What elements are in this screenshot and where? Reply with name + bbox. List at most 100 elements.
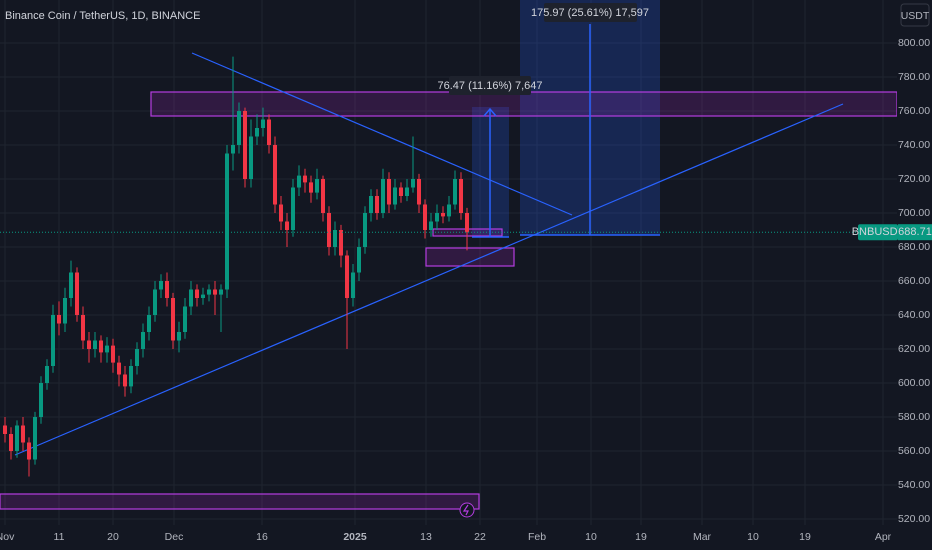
candle-body [447, 204, 451, 217]
candle-body [333, 230, 337, 247]
y-tick-label: 800.00 [898, 37, 930, 49]
y-tick-label: 760.00 [898, 105, 930, 117]
y-tick-label: 780.00 [898, 71, 930, 83]
candle-body [381, 179, 385, 213]
candle-body [69, 272, 73, 298]
candle-body [9, 434, 13, 451]
candle-body [177, 332, 181, 341]
candle-body [279, 204, 283, 222]
x-tick-label: 10 [585, 531, 597, 543]
annotation: 76.47 (11.16%) 7,647 [438, 80, 543, 92]
candle-body [243, 111, 247, 179]
y-tick-label: 620.00 [898, 343, 930, 355]
candle-body [129, 366, 133, 387]
annotation-box [544, 3, 637, 22]
candle-body [357, 247, 361, 273]
x-tick-label: 13 [420, 531, 432, 543]
y-tick-label: 640.00 [898, 309, 930, 321]
annotation: 175.97 (25.61%) 17,597 [531, 7, 649, 19]
candle-body [411, 179, 415, 188]
candle-body [453, 179, 457, 205]
y-tick-label: 680.00 [898, 241, 930, 253]
candle-body [105, 345, 109, 353]
candle-body [399, 187, 403, 196]
candle-body [351, 272, 355, 298]
candle-body [315, 179, 319, 193]
candle-body [141, 332, 145, 349]
candle-body [429, 221, 433, 230]
candle-body [117, 362, 121, 375]
x-tick-label: 19 [799, 531, 811, 543]
candle-body [207, 289, 211, 295]
candle-body [321, 179, 325, 213]
candle-body [423, 204, 427, 230]
candle-body [255, 128, 259, 137]
candle-body [33, 417, 37, 460]
y-tick-label: 720.00 [898, 173, 930, 185]
candle-body [165, 281, 169, 298]
candle-body [285, 221, 289, 230]
alert-icon[interactable] [459, 502, 475, 518]
candle-body [237, 111, 241, 145]
candle-body [393, 187, 397, 205]
chart-title: Binance Coin / TetherUS, 1D, BINANCE [5, 10, 200, 22]
y-tick-label: 600.00 [898, 377, 930, 389]
candle-body [3, 425, 7, 434]
y-tick-label: 700.00 [898, 207, 930, 219]
demand-zone [425, 247, 515, 267]
candle-body [417, 179, 421, 205]
price-axis [897, 0, 932, 550]
candle-body [291, 187, 295, 230]
candle-body [153, 289, 157, 315]
resistance-zone [150, 91, 898, 117]
candle-body [309, 182, 313, 193]
alert-icon-glyph [462, 504, 469, 516]
candle-body [261, 119, 265, 128]
y-tick-label: 580.00 [898, 411, 930, 423]
x-tick-label: Dec [165, 531, 184, 543]
annotation-box [449, 76, 531, 95]
currency-button[interactable] [900, 3, 930, 27]
candle-body [441, 213, 445, 217]
candle-body [21, 425, 25, 443]
candle-body [57, 315, 61, 324]
candle-body [387, 179, 391, 205]
candle-body [225, 153, 229, 290]
candle-body [27, 442, 31, 460]
candle-body [123, 374, 127, 387]
currency: USDT [901, 10, 930, 22]
price-tag [898, 224, 932, 241]
trend-line [191, 52, 573, 216]
candle-body [339, 230, 343, 256]
candle-body [63, 298, 67, 324]
candle-body [171, 298, 175, 341]
symbol-tag [858, 224, 898, 241]
candle-body [75, 272, 79, 315]
x-tick-label: 11 [54, 531, 65, 543]
y-tick-label: 660.00 [898, 275, 930, 287]
candle-body [303, 175, 307, 183]
price-label: 688.71 [898, 226, 932, 238]
x-tick-label: 16 [256, 531, 268, 543]
candle-body [99, 340, 103, 353]
x-tick-label: Nov [0, 531, 15, 543]
x-tick-label: 2025 [343, 531, 367, 543]
x-tick-label: Apr [875, 531, 892, 543]
candles [3, 56, 469, 477]
y-tick-label: 560.00 [898, 445, 930, 457]
y-tick-label: 520.00 [898, 513, 930, 525]
candle-body [435, 213, 439, 222]
measure-arrow [483, 107, 497, 117]
candle-body [219, 289, 223, 295]
candle-body [465, 213, 469, 233]
candle-body [327, 213, 331, 247]
symbol-label: BNBUSDT [852, 226, 905, 238]
x-tick-label: Mar [693, 531, 712, 543]
candle-body [249, 136, 253, 179]
trend-line [14, 103, 844, 456]
candle-body [267, 119, 271, 145]
candle-body [375, 196, 379, 213]
candle-body [405, 187, 409, 196]
